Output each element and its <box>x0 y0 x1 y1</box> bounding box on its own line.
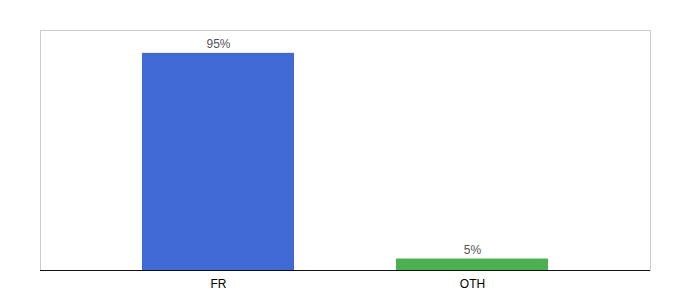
svg-text:FR: FR <box>211 277 227 291</box>
svg-text:5%: 5% <box>464 243 482 257</box>
svg-text:95%: 95% <box>206 37 230 51</box>
svg-text:OTH: OTH <box>460 277 485 291</box>
